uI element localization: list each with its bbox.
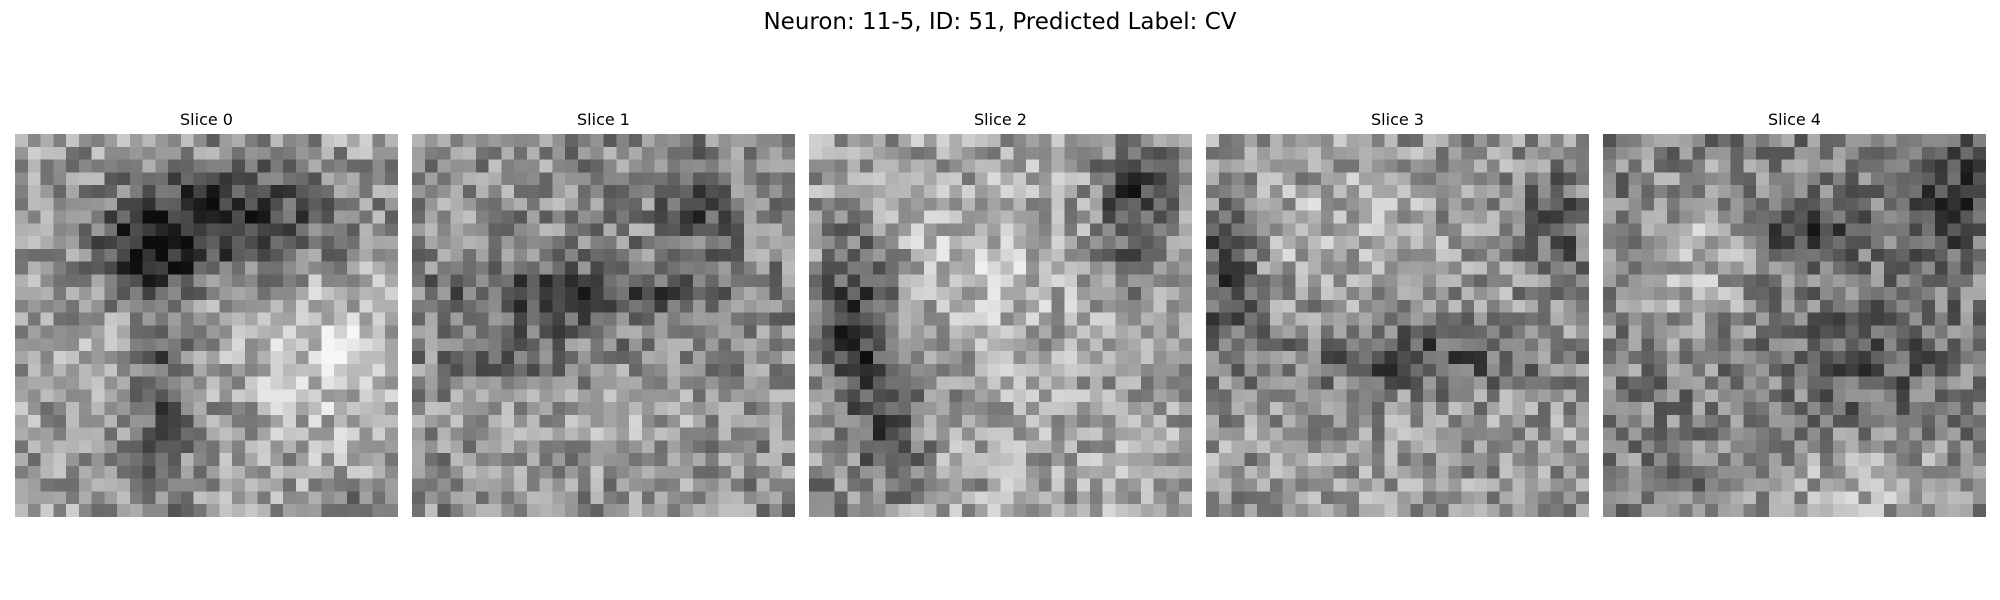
figure-title: Neuron: 11-5, ID: 51, Predicted Label: C… <box>763 9 1237 35</box>
slice-image <box>809 134 1192 517</box>
slice-title: Slice 2 <box>974 110 1027 129</box>
slice-image <box>412 134 795 517</box>
slice-title: Slice 4 <box>1768 110 1821 129</box>
slice-panel-3: Slice 3 <box>1206 108 1589 517</box>
slice-image <box>15 134 398 517</box>
slice-image <box>1603 134 1986 517</box>
slice-title: Slice 3 <box>1371 110 1424 129</box>
slice-panel-1: Slice 1 <box>412 108 795 517</box>
slice-panel-2: Slice 2 <box>809 108 1192 517</box>
slice-title: Slice 1 <box>577 110 630 129</box>
slice-title: Slice 0 <box>180 110 233 129</box>
slice-panel-4: Slice 4 <box>1603 108 1986 517</box>
slice-image <box>1206 134 1589 517</box>
slice-panel-0: Slice 0 <box>15 108 398 517</box>
